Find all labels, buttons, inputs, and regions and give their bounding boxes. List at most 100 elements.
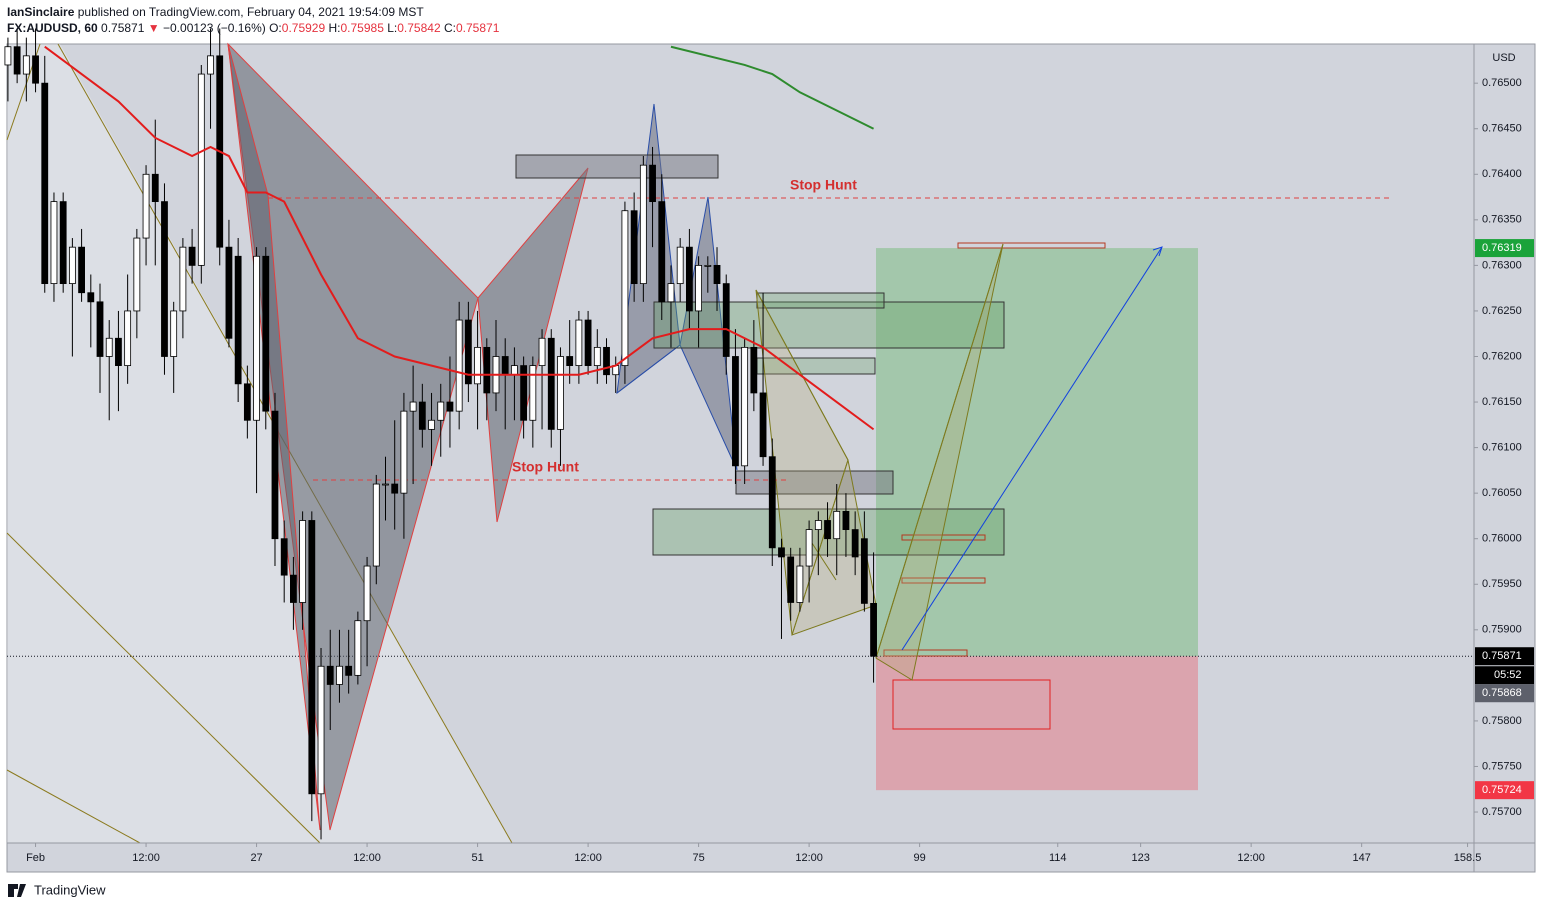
shading — [7, 44, 512, 843]
y-tick-label: 0.75750 — [1482, 760, 1522, 772]
annotation: Stop Hunt — [512, 459, 579, 475]
y-tick-label: 0.76200 — [1482, 350, 1522, 362]
ohlc-label: L: — [387, 21, 398, 35]
candle-body — [575, 319, 583, 367]
candle-body — [455, 319, 463, 412]
candle-body — [557, 356, 564, 430]
position — [7, 248, 1474, 791]
author: IanSinclaire — [7, 5, 75, 19]
y-tick-label: 0.76150 — [1482, 396, 1522, 408]
candle-body — [603, 346, 610, 376]
candle-body — [262, 255, 270, 412]
annotation: Stop Hunt — [790, 177, 857, 193]
candle-body — [741, 346, 749, 467]
candle-body — [842, 510, 850, 530]
stop-hunt-lines — [268, 197, 1392, 481]
candle-body — [317, 665, 325, 795]
candle-body — [428, 419, 435, 430]
x-tick-label: Feb — [26, 852, 45, 864]
small-zones — [883, 242, 1106, 730]
price-label: 0.75724 — [1482, 784, 1522, 796]
candle-body — [354, 620, 362, 676]
y-tick-label: 0.76500 — [1482, 77, 1522, 89]
footer-logo: TradingView — [34, 882, 106, 897]
candle-body — [271, 410, 279, 540]
candle-body — [207, 55, 214, 75]
arrow: ▼ — [147, 21, 160, 35]
logo-icon — [8, 884, 26, 897]
candle-body — [115, 337, 122, 367]
candle-body — [566, 356, 574, 367]
bat-pattern — [227, 42, 589, 831]
candle-body — [685, 246, 693, 312]
y-tick-label: 0.76000 — [1482, 533, 1522, 545]
last: 0.75871 — [101, 21, 145, 35]
candle-body — [814, 520, 822, 530]
candle-body — [400, 410, 408, 494]
candle-body — [290, 574, 297, 603]
candle-body — [188, 246, 196, 266]
candle-body — [501, 356, 509, 376]
ohlc-value: 0.75871 — [455, 21, 500, 35]
price-label-bg — [1475, 684, 1534, 703]
candle-body — [639, 164, 647, 285]
candle-body — [299, 520, 307, 603]
candle-body — [253, 255, 260, 421]
candle-body — [96, 301, 104, 357]
price-label: 0.75871 — [1482, 650, 1522, 662]
header-line-1: IanSinclaire published on TradingView.co… — [7, 4, 499, 20]
candle-body — [713, 264, 721, 285]
candle-body — [336, 665, 343, 685]
ohlc-value: 0.75842 — [397, 21, 441, 35]
y-tick-label: 0.76450 — [1482, 123, 1522, 135]
candle-body — [860, 538, 868, 604]
candle-body — [722, 283, 730, 357]
ohlc-label: O: — [269, 21, 282, 35]
candle-body — [326, 665, 334, 685]
x-tick-label: 114 — [1049, 852, 1067, 864]
candle-body — [32, 55, 39, 84]
price-label-bg — [1475, 647, 1534, 666]
ma-line — [670, 45, 875, 130]
change: −0.00123 (−0.16%) — [163, 21, 266, 35]
candle-body — [225, 246, 233, 339]
candle-body — [658, 201, 666, 303]
candle-body — [437, 401, 445, 421]
candle-body — [391, 483, 399, 494]
candle-body — [676, 246, 684, 285]
y-tick-label: 0.75950 — [1482, 578, 1522, 590]
candle-body — [4, 46, 12, 66]
x-tick-label: 147 — [1352, 852, 1370, 864]
candle-body — [372, 483, 380, 567]
y-tick-label: 0.76250 — [1482, 305, 1522, 317]
candle-body — [105, 337, 113, 357]
candle-body — [695, 264, 702, 312]
candle-body — [667, 283, 675, 303]
candle-body — [124, 310, 132, 367]
candle-body — [68, 246, 76, 285]
x-tick-label: 158.5 — [1454, 852, 1482, 864]
y-tick-label: 0.75900 — [1482, 624, 1522, 636]
blue-pattern — [616, 103, 738, 471]
candle-body — [418, 401, 426, 430]
candle-body — [759, 392, 767, 458]
candle-body — [547, 337, 555, 430]
ohlc-value: 0.75929 — [281, 21, 326, 35]
arrow-head — [1152, 246, 1163, 257]
x-tick-label: 12:00 — [1237, 852, 1265, 864]
x-tick-label: 99 — [913, 852, 925, 864]
price-label: 0.75868 — [1482, 687, 1522, 699]
candle-body — [621, 210, 629, 367]
candle-body — [732, 356, 739, 467]
olive-pattern — [755, 243, 1004, 681]
symbol: FX:AUDUSD, 60 — [7, 21, 98, 35]
candle-body — [22, 55, 30, 75]
published: published on TradingView.com, February 0… — [77, 5, 424, 19]
x-tick-label: 12:00 — [795, 852, 823, 864]
countdown-bg — [1475, 666, 1534, 685]
x-tick-label: 12:00 — [353, 852, 381, 864]
price-label-bg — [1475, 781, 1534, 800]
candle-body — [197, 73, 205, 266]
candle-body — [824, 520, 831, 540]
